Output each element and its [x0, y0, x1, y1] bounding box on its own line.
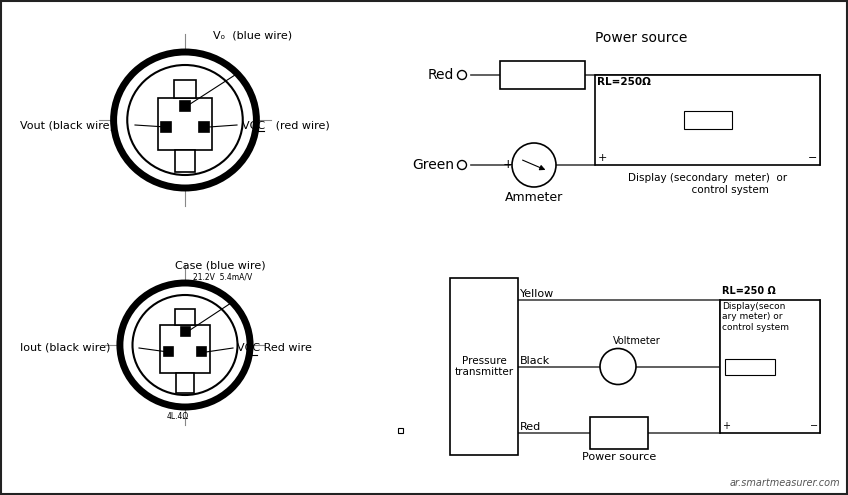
- Bar: [164, 347, 173, 356]
- Bar: [197, 347, 206, 356]
- Text: +: +: [598, 153, 607, 163]
- Text: 4L.4Ω: 4L.4Ω: [167, 412, 189, 421]
- Text: Pressure
transmitter: Pressure transmitter: [455, 356, 514, 377]
- Text: Red: Red: [427, 68, 454, 82]
- Text: Yellow: Yellow: [520, 289, 555, 299]
- Text: Ammeter: Ammeter: [505, 191, 563, 204]
- Text: +: +: [504, 68, 515, 82]
- Text: V: V: [614, 360, 622, 373]
- Text: +: +: [722, 421, 730, 431]
- Text: ar.smartmeasurer.com: ar.smartmeasurer.com: [729, 478, 840, 488]
- Text: 电源: 电源: [611, 427, 627, 440]
- Circle shape: [512, 143, 556, 187]
- Ellipse shape: [127, 65, 243, 175]
- Bar: [160, 325, 210, 373]
- Text: −: −: [569, 68, 581, 82]
- Text: Green: Green: [412, 158, 454, 172]
- Bar: [500, 61, 585, 89]
- Circle shape: [458, 160, 466, 169]
- Bar: [595, 75, 820, 165]
- Bar: [161, 122, 171, 132]
- Text: −: −: [532, 158, 542, 171]
- Text: Voltmeter: Voltmeter: [613, 336, 661, 346]
- Bar: [725, 358, 775, 375]
- Text: Vₒ  (blue wire): Vₒ (blue wire): [213, 30, 292, 40]
- Circle shape: [600, 348, 636, 385]
- Text: Red: Red: [520, 422, 541, 432]
- Text: Display(secon
ary meter) or
control system: Display(secon ary meter) or control syst…: [722, 302, 789, 332]
- Bar: [175, 150, 195, 172]
- Text: RL=250 Ω: RL=250 Ω: [722, 286, 776, 296]
- Bar: [683, 111, 732, 129]
- Ellipse shape: [120, 283, 250, 407]
- Circle shape: [458, 70, 466, 80]
- Bar: [590, 417, 648, 449]
- Bar: [199, 122, 209, 132]
- Bar: [398, 428, 403, 433]
- Text: −: −: [807, 153, 817, 163]
- Bar: [180, 101, 190, 111]
- Text: 12...36V: 12...36V: [515, 68, 571, 82]
- Text: VCC   (red wire): VCC (red wire): [242, 120, 330, 130]
- Bar: [181, 327, 189, 336]
- Bar: [176, 373, 194, 393]
- Bar: [450, 278, 518, 455]
- Text: Vout (black wire): Vout (black wire): [20, 120, 114, 130]
- Text: Power source: Power source: [594, 31, 687, 45]
- Bar: [174, 80, 196, 98]
- Ellipse shape: [132, 295, 237, 395]
- Bar: [720, 300, 820, 433]
- Bar: [175, 309, 195, 325]
- Text: RL=250Ω: RL=250Ω: [597, 77, 651, 87]
- Text: Power source: Power source: [582, 452, 656, 462]
- Text: Iout (black wire): Iout (black wire): [20, 343, 110, 353]
- Text: Case (blue wire): Case (blue wire): [175, 261, 265, 271]
- Bar: [158, 98, 212, 150]
- Text: 21.2V  5.4mA/V: 21.2V 5.4mA/V: [193, 272, 252, 281]
- Text: −: −: [810, 421, 818, 431]
- Text: Display (secondary  meter)  or
              control system: Display (secondary meter) or control sys…: [628, 173, 787, 195]
- Ellipse shape: [114, 52, 256, 188]
- Text: +: +: [503, 158, 513, 171]
- Text: Black: Black: [520, 355, 550, 365]
- Text: VCC Red wire: VCC Red wire: [237, 343, 312, 353]
